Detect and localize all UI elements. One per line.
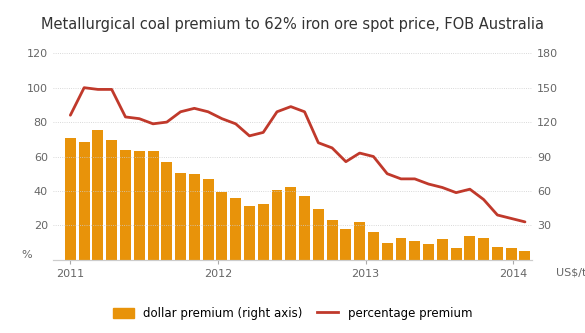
Bar	[519, 250, 531, 260]
Legend: dollar premium (right axis), percentage premium: dollar premium (right axis), percentage …	[113, 307, 472, 320]
Bar	[78, 142, 90, 260]
Bar	[450, 248, 462, 260]
Bar	[423, 244, 434, 260]
Y-axis label: %: %	[21, 250, 32, 260]
Bar	[271, 190, 283, 260]
Y-axis label: US$/t: US$/t	[556, 268, 585, 278]
Bar	[244, 206, 255, 260]
Bar	[464, 236, 476, 260]
Bar	[326, 219, 338, 260]
Bar	[299, 195, 310, 260]
Bar	[230, 198, 241, 260]
Bar	[258, 203, 269, 260]
Bar	[340, 229, 352, 260]
Bar	[161, 162, 172, 260]
Bar	[106, 141, 117, 260]
Text: Metallurgical coal premium to 62% iron ore spot price, FOB Australia: Metallurgical coal premium to 62% iron o…	[41, 17, 544, 32]
Bar	[368, 232, 379, 260]
Bar	[410, 241, 420, 260]
Bar	[175, 172, 186, 260]
Bar	[134, 151, 144, 260]
Bar	[92, 130, 104, 260]
Bar	[437, 239, 448, 260]
Bar	[313, 209, 324, 260]
Bar	[189, 174, 200, 260]
Bar	[505, 248, 517, 260]
Bar	[147, 151, 159, 260]
Bar	[285, 187, 296, 260]
Bar	[354, 222, 365, 260]
Bar	[492, 247, 503, 260]
Bar	[65, 138, 76, 260]
Bar	[395, 238, 407, 260]
Bar	[478, 238, 489, 260]
Bar	[216, 192, 228, 260]
Bar	[202, 179, 214, 260]
Bar	[382, 242, 393, 260]
Bar	[120, 150, 131, 260]
